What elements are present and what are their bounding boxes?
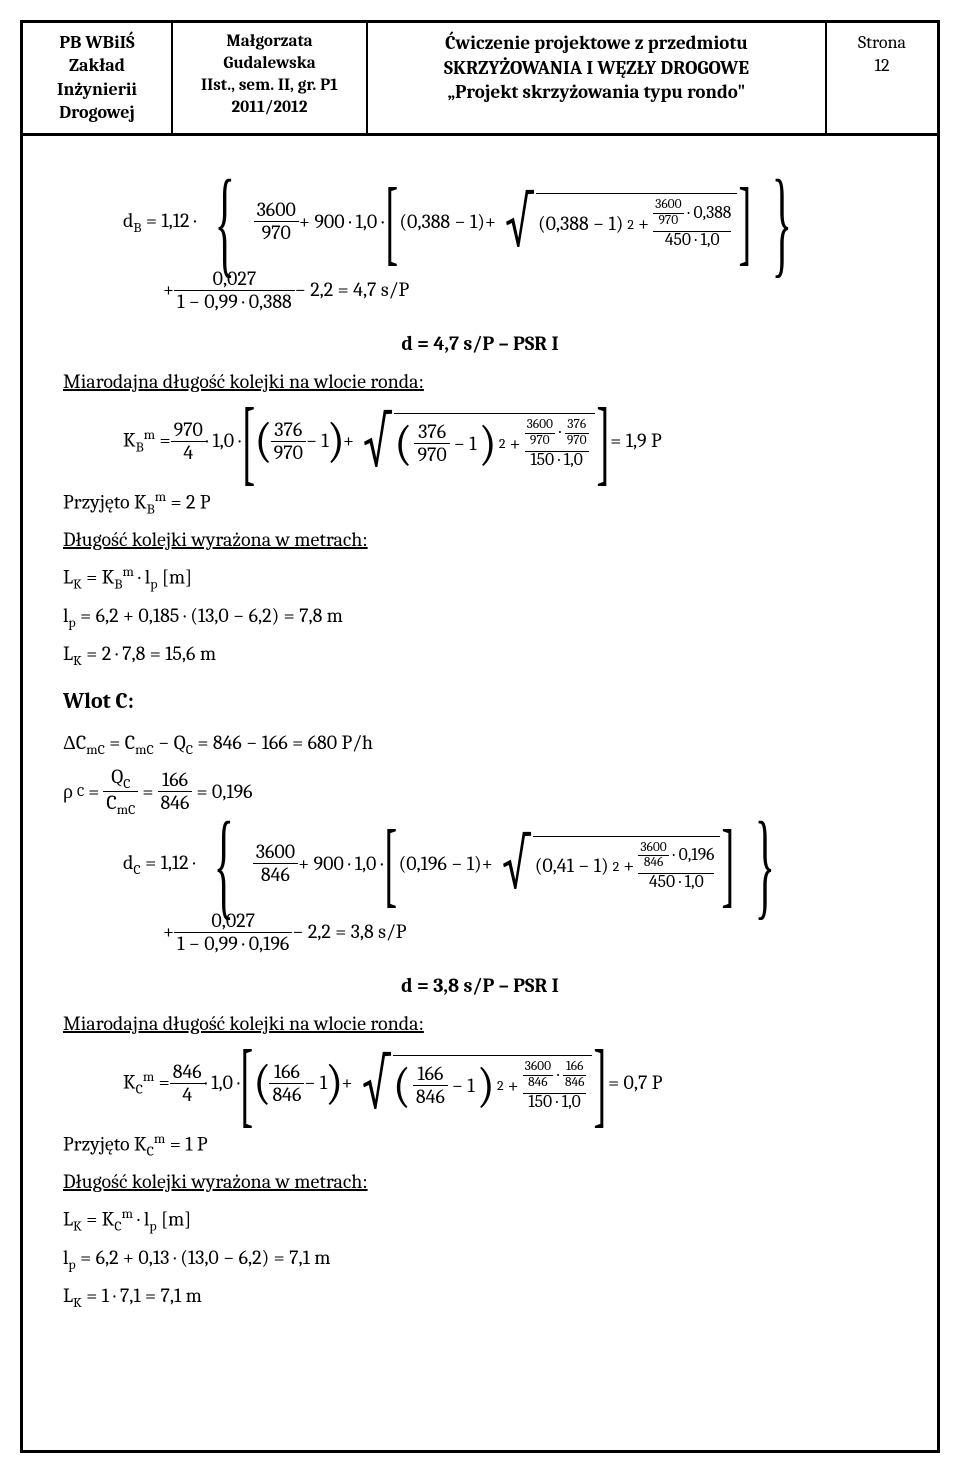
header-col3: Ćwiczenie projektowe z przedmiotu SKRZYŻ… bbox=[368, 23, 827, 133]
bracket-l-icon: [ bbox=[241, 1055, 254, 1112]
kb-sqrt-body: ( 376970 − 1 ) 2 + 3600970 · 376970 150 … bbox=[394, 413, 594, 469]
dc-var: dC = 1,12 · bbox=[123, 848, 195, 880]
kc-var: KCm = bbox=[123, 1066, 170, 1100]
kb-sqrt: √ ( 376970 − 1 ) 2 + 3600970 · 376970 15… bbox=[354, 413, 594, 469]
hc2-l4: 2011/2012 bbox=[181, 97, 358, 119]
lp-c: lp = 6,2 + 0,13 · (13,0 − 6,2) = 7,1 m bbox=[63, 1243, 897, 1275]
paren-l-icon: ( bbox=[394, 432, 412, 456]
brace-l-icon: { bbox=[215, 192, 235, 252]
db-cont-r: − 2,2 = 4,7 s/P bbox=[295, 275, 409, 305]
equation-dc: dC = 1,12 · { 3600846 + 900 · 1,0 · [ (0… bbox=[123, 834, 897, 894]
db-plus: + bbox=[485, 207, 496, 237]
paren-r-icon: ) bbox=[477, 1074, 495, 1098]
kb-m1: · 1,0 · bbox=[206, 426, 241, 456]
lk-b2: LK = 2 · 7,8 = 15,6 m bbox=[63, 639, 897, 671]
kb-multifrac: 3600970 · 376970 150 · 1,0 bbox=[525, 418, 589, 469]
content-area: dB = 1,12 · { 3600970 + 900 · 1,0 · [ (0… bbox=[23, 136, 937, 1339]
wlot-c-heading: Wlot C: bbox=[63, 685, 897, 718]
hc1-l3: Inżynierii bbox=[31, 78, 163, 101]
db-sqrt: √ (0,388 − 1)2 + 3600970 · 0,388 450 · 1… bbox=[496, 193, 737, 249]
hc2-l1: Małgorzata bbox=[181, 31, 358, 53]
bracket-l-icon: [ bbox=[242, 413, 255, 470]
hc4-l2: 12 bbox=[835, 54, 929, 77]
hc3-l2: SKRZYŻOWANIA I WĘZŁY DROGOWE bbox=[376, 56, 817, 81]
dcmc-row: ΔCmC = CmC − QC = 846 − 166 = 680 P/h bbox=[63, 728, 897, 760]
hc2-l3: IIst., sem. II, gr. P1 bbox=[181, 75, 358, 97]
hc1-l2: Zakład bbox=[31, 54, 163, 77]
hc1-l1: PB WBiIŚ bbox=[31, 31, 163, 54]
brace-l-icon: { bbox=[214, 834, 234, 894]
lk-c1: LK = KCm · lp [m] bbox=[63, 1203, 897, 1237]
kc-res: = 0,7 P bbox=[608, 1068, 662, 1098]
hc1-l4: Drogowej bbox=[31, 101, 163, 124]
bracket-r-icon: ] bbox=[739, 193, 752, 250]
kb-res: = 1,9 P bbox=[610, 426, 661, 456]
bracket-r-icon: ] bbox=[596, 413, 609, 470]
header-row: PB WBiIŚ Zakład Inżynierii Drogowej Małg… bbox=[23, 23, 937, 136]
sqrt-icon: √ bbox=[505, 204, 533, 239]
header-col1: PB WBiIŚ Zakład Inżynierii Drogowej bbox=[23, 23, 173, 133]
sqrt-icon: √ bbox=[363, 424, 391, 459]
db-frac1: 3600970 bbox=[254, 199, 299, 244]
kc-sqrt: √ ( 166846 − 1 ) 2 + 3600846 · 166846 15… bbox=[353, 1055, 593, 1111]
db-in1: (0,388 − 1) bbox=[399, 207, 484, 237]
dlug-hdr-c: Długość kolejki wyrażona w metrach: bbox=[63, 1167, 897, 1197]
sqrt-icon: √ bbox=[502, 846, 530, 881]
przy-c: Przyjęto KCm = 1 P bbox=[63, 1128, 897, 1162]
kb-inf1: 376970 bbox=[271, 419, 306, 464]
paren-r-icon: ) bbox=[479, 432, 497, 456]
kb-var: KBm = bbox=[123, 424, 171, 458]
hc3-l1: Ćwiczenie projektowe z przedmiotu bbox=[376, 31, 817, 56]
equation-db: dB = 1,12 · { 3600970 + 900 · 1,0 · [ (0… bbox=[123, 192, 897, 252]
psr-b-label: d = 4,7 s/P – PSR I bbox=[63, 329, 897, 359]
dlug-hdr-b: Długość kolejki wyrażona w metrach: bbox=[63, 525, 897, 555]
kb-f1: 9704 bbox=[171, 419, 206, 464]
hc2-l2: Gudalewska bbox=[181, 53, 358, 75]
lk-c2: LK = 1 · 7,1 = 7,1 m bbox=[63, 1281, 897, 1313]
lk-b1: LK = KBm · lp [m] bbox=[63, 561, 897, 595]
psr-c-label: d = 3,8 s/P – PSR I bbox=[63, 971, 897, 1001]
header-col4: Strona 12 bbox=[827, 23, 937, 133]
brace-r-icon: } bbox=[772, 192, 792, 252]
bracket-l-icon: [ bbox=[385, 193, 398, 250]
przy-b: Przyjęto KBm = 2 P bbox=[63, 486, 897, 520]
equation-kc: KCm = 8464 · 1,0 · [ ( 166846 − 1 ) + √ … bbox=[123, 1055, 897, 1112]
brace-r-icon: } bbox=[755, 834, 775, 894]
bracket-r-icon: ] bbox=[722, 835, 735, 892]
hc3-l3: „Projekt skrzyżowania typu rondo" bbox=[376, 80, 817, 105]
hc4-l1: Strona bbox=[835, 31, 929, 54]
equation-dc-cont: + 0,0271 − 0,99 · 0,196 − 2,2 = 3,8 s/P bbox=[163, 910, 897, 955]
lp-b: lp = 6,2 + 0,185 · (13,0 − 6,2) = 7,8 m bbox=[63, 601, 897, 633]
db-sqrt-body: (0,388 − 1)2 + 3600970 · 0,388 450 · 1,0 bbox=[536, 193, 737, 249]
bracket-r-icon: ] bbox=[594, 1055, 607, 1112]
equation-kb: KBm = 9704 · 1,0 · [ ( 376970 − 1 ) + √ … bbox=[123, 413, 897, 470]
db-t2: + 900 · 1,0 · bbox=[299, 207, 384, 237]
miar-c: Miarodajna długość kolejki na wlocie ron… bbox=[63, 1009, 897, 1039]
bracket-l-icon: [ bbox=[384, 835, 397, 892]
paren-l-icon: ( bbox=[393, 1074, 411, 1098]
dc-sqrt: √ (0,41 − 1)2 + 3600846 · 0,196 450 · 1,… bbox=[493, 836, 721, 892]
header-col2: Małgorzata Gudalewska IIst., sem. II, gr… bbox=[173, 23, 368, 133]
db-multifrac: 3600970 · 0,388 450 · 1,0 bbox=[653, 198, 731, 249]
miar-b: Miarodajna długość kolejki na wlocie ron… bbox=[63, 367, 897, 397]
db-var: dB = 1,12 · bbox=[123, 206, 196, 238]
sqrt-icon: √ bbox=[362, 1066, 390, 1101]
